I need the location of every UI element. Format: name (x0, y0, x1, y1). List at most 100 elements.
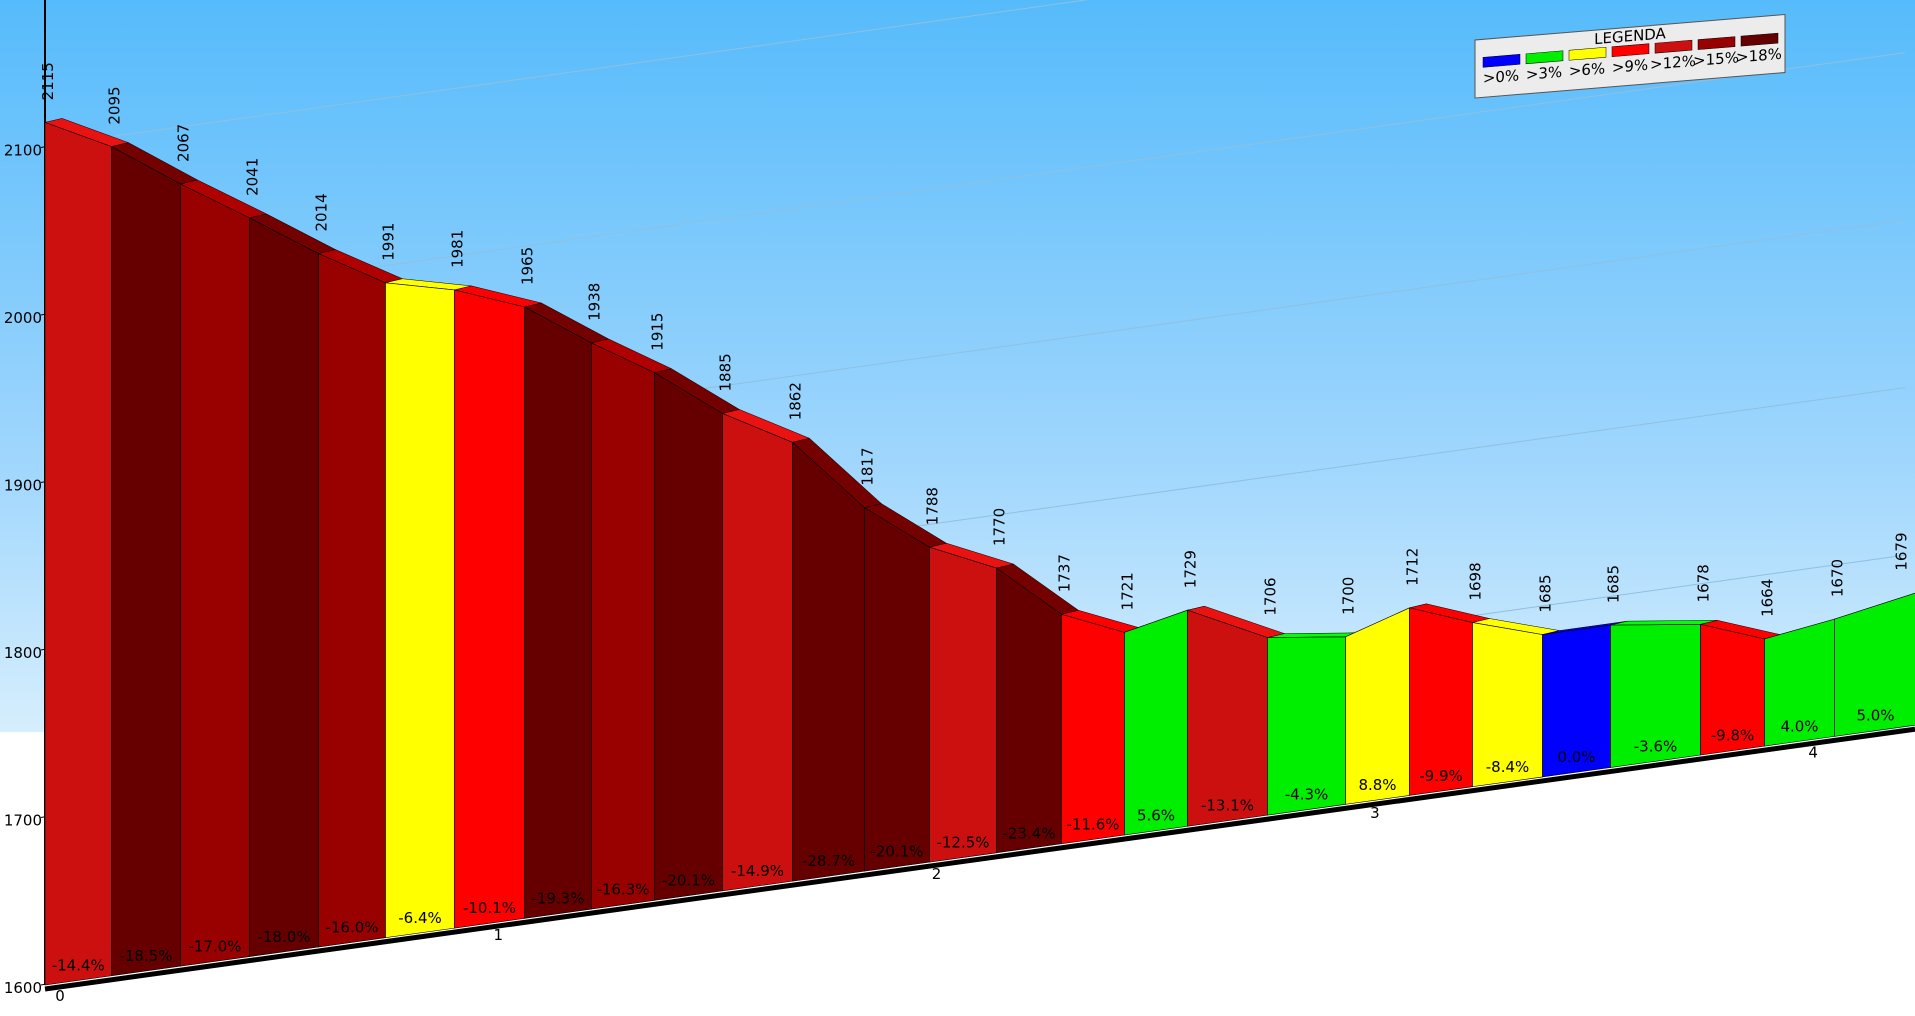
segment-3: -18.0% (248, 213, 337, 957)
segment-23: -3.6% (1610, 620, 1718, 768)
slope-label-26: 5.0% (1856, 707, 1894, 725)
segment-face-5 (385, 282, 455, 939)
segment-face-7 (524, 306, 592, 919)
segment-10: -14.9% (721, 409, 811, 892)
y-tick-label-0: 1600 (4, 979, 42, 997)
segment-face-8 (591, 342, 655, 910)
segment-15: -11.6% (1060, 610, 1143, 845)
elev-label-22: 1685 (1537, 574, 1555, 612)
y-tick-label-2: 1800 (4, 644, 42, 662)
legend-label-1: >3% (1526, 63, 1562, 84)
segment-6: -10.1% (454, 285, 542, 929)
segment-24: -9.8% (1700, 620, 1782, 756)
elev-label-0: 2115 (39, 62, 57, 100)
legend: LEGENDA >0% >3% >6% >9% >12%>15%>18% (1474, 13, 1786, 99)
elev-label-19: 1700 (1340, 577, 1358, 615)
grid-line-5 (61, 0, 1090, 144)
segment-1: -18.5% (110, 142, 199, 977)
legend-label-5: >15% (1693, 48, 1739, 70)
elev-label-6: 1981 (449, 230, 467, 268)
elev-label-12: 1817 (859, 447, 877, 485)
elev-label-17: 1729 (1182, 550, 1200, 588)
segment-13: -12.5% (928, 542, 1015, 863)
x-axis-line (44, 726, 1915, 992)
segment-face-3 (249, 217, 319, 957)
segment-face-10 (722, 413, 793, 892)
segment-18: -4.3% (1267, 632, 1363, 816)
elev-label-14: 1770 (991, 508, 1009, 546)
slope-label-10: -14.9% (731, 862, 784, 880)
legend-title: LEGENDA (1594, 24, 1666, 48)
legend-label-0: >0% (1483, 66, 1519, 87)
slope-label-24: -9.8% (1711, 727, 1755, 745)
slope-label-3: -18.0% (257, 928, 310, 946)
slope-label-17: -13.1% (1201, 797, 1254, 815)
elev-label-11: 1862 (787, 382, 805, 420)
elev-label-4: 2014 (313, 193, 331, 231)
slope-label-11: -28.7% (802, 852, 855, 870)
y-tick-label-3: 1900 (4, 477, 42, 495)
legend-label-4: >12% (1650, 52, 1696, 74)
legend-swatch-3 (1611, 43, 1650, 58)
elev-label-16: 1721 (1119, 572, 1137, 610)
x-tick-label-2: 2 (932, 865, 942, 883)
segment-26: 5.0% (1834, 592, 1915, 737)
segment-face-15 (1061, 613, 1125, 845)
legend-panel: LEGENDA >0% >3% >6% >9% >12%>15%>18% (1474, 13, 1786, 99)
elev-label-13: 1788 (924, 487, 942, 525)
segment-face-6 (454, 289, 525, 929)
segment-12: -20.1% (863, 503, 948, 872)
elev-label-25: 1664 (1759, 579, 1777, 617)
legend-background (1474, 13, 1786, 99)
segment-face-1 (111, 146, 181, 977)
segment-17: -13.1% (1186, 605, 1286, 827)
segment-face-4 (318, 253, 386, 948)
elev-label-7: 1965 (519, 247, 537, 285)
slope-label-23: -3.6% (1634, 737, 1678, 755)
segment-face-14 (996, 567, 1062, 854)
elev-label-1: 2095 (106, 86, 124, 124)
slope-label-21: -8.4% (1486, 758, 1530, 776)
segment-face-12 (864, 507, 930, 872)
segment-face-11 (792, 441, 865, 882)
segment-face-26 (1834, 592, 1915, 737)
legend-swatch-6 (1740, 32, 1779, 47)
elev-label-20: 1712 (1404, 548, 1422, 586)
slope-label-4: -16.0% (325, 918, 378, 936)
elev-label-15: 1737 (1056, 554, 1074, 592)
slope-label-8: -16.3% (596, 881, 649, 899)
x-tick-label-4: 4 (1808, 743, 1818, 761)
slope-label-7: -19.3% (531, 890, 584, 908)
slope-label-22: 0.0% (1557, 748, 1595, 766)
elev-label-9: 1915 (649, 313, 667, 351)
segment-14: -23.4% (995, 563, 1080, 854)
legend-label-2: >6% (1569, 59, 1605, 80)
segment-11: -28.7% (791, 438, 883, 882)
slope-label-18: -4.3% (1285, 786, 1329, 804)
segment-8: -16.3% (590, 338, 673, 910)
elev-label-5: 1991 (380, 223, 398, 261)
segment-face-0 (44, 121, 112, 986)
legend-swatch-5 (1697, 36, 1736, 50)
segment-face-19 (1345, 607, 1410, 805)
y-tick-label-5: 2100 (4, 142, 42, 160)
slope-label-14: -23.4% (1002, 824, 1055, 842)
elev-label-21: 1698 (1467, 562, 1485, 600)
slope-label-15: -11.6% (1066, 815, 1119, 833)
elev-label-3: 2041 (244, 158, 262, 196)
slope-label-2: -17.0% (188, 937, 241, 955)
segment-face-9 (654, 372, 723, 901)
x-tick-label-0: 0 (55, 987, 65, 1005)
segment-5: -6.4% (385, 278, 472, 939)
segment-21: -8.4% (1472, 618, 1560, 788)
legend-label-6: >18% (1736, 45, 1782, 67)
segment-4: -16.0% (317, 249, 404, 948)
elev-label-10: 1885 (717, 353, 735, 391)
segment-face-17 (1187, 609, 1268, 827)
slope-label-16: 5.6% (1137, 807, 1175, 825)
x-tick-label-3: 3 (1370, 804, 1380, 822)
segment-face-2 (180, 183, 250, 967)
slope-label-1: -18.5% (119, 947, 172, 965)
slope-label-9: -20.1% (662, 872, 715, 890)
